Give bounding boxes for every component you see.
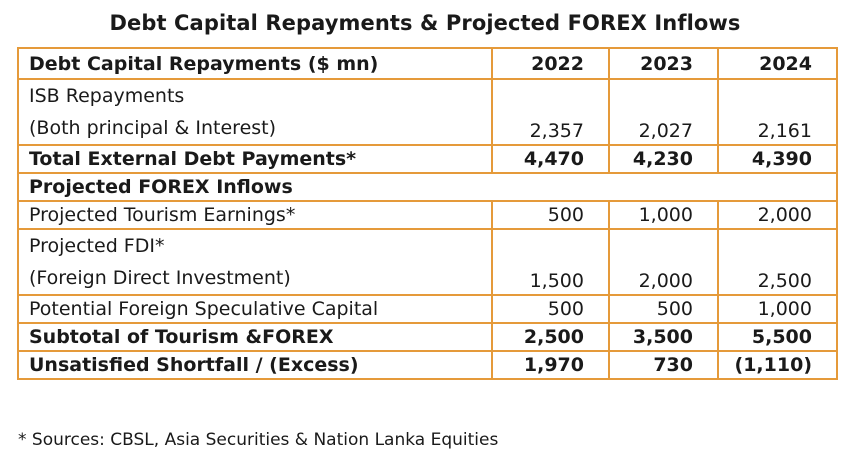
cell-value: 4,470 <box>491 144 610 174</box>
cell-value: 3,500 <box>608 322 719 352</box>
row-label: Unsatisfied Shortfall / (Excess) <box>17 350 493 380</box>
debt-forex-table: Debt Capital Repayments ($ mn) 2022 2023… <box>17 47 838 380</box>
row-label: Projected Tourism Earnings* <box>17 200 493 230</box>
table-row-tourism: Projected Tourism Earnings* 500 1,000 2,… <box>17 200 838 230</box>
header-year-2024: 2024 <box>717 47 838 80</box>
table-row-isb-repayments: ISB Repayments (Both principal & Interes… <box>17 78 838 146</box>
table-row-subtotal: Subtotal of Tourism &FOREX 2,500 3,500 5… <box>17 322 838 352</box>
table-row-fdi: Projected FDI* (Foreign Direct Investmen… <box>17 228 838 296</box>
table-row-shortfall: Unsatisfied Shortfall / (Excess) 1,970 7… <box>17 350 838 380</box>
cell-value: (1,110) <box>717 350 838 380</box>
row-label-line1: ISB Repayments <box>29 85 185 107</box>
row-label-line2: (Both principal & Interest) <box>29 117 277 139</box>
table-title: Debt Capital Repayments & Projected FORE… <box>109 11 741 35</box>
cell-value: 2,500 <box>717 228 838 296</box>
cell-value: 1,970 <box>491 350 610 380</box>
header-year-2022: 2022 <box>491 47 610 80</box>
cell-value: 2,500 <box>491 322 610 352</box>
row-label: Potential Foreign Speculative Capital <box>17 294 493 324</box>
cell-value: 4,230 <box>608 144 719 174</box>
cell-value: 2,000 <box>608 228 719 296</box>
row-label-line1: Projected FDI* <box>29 235 165 257</box>
row-label: ISB Repayments (Both principal & Interes… <box>17 78 493 146</box>
cell-value: 2,000 <box>717 200 838 230</box>
table-row-total-external-debt: Total External Debt Payments* 4,470 4,23… <box>17 144 838 174</box>
table-row-speculative-capital: Potential Foreign Speculative Capital 50… <box>17 294 838 324</box>
cell-value: 2,357 <box>491 78 610 146</box>
cell-value: 1,000 <box>608 200 719 230</box>
section-label: Projected FOREX Inflows <box>17 172 838 202</box>
header-row: Debt Capital Repayments ($ mn) 2022 2023… <box>17 47 838 80</box>
cell-value: 2,161 <box>717 78 838 146</box>
cell-value: 2,027 <box>608 78 719 146</box>
cell-value: 1,500 <box>491 228 610 296</box>
cell-value: 500 <box>608 294 719 324</box>
cell-value: 1,000 <box>717 294 838 324</box>
row-label-line2: (Foreign Direct Investment) <box>29 267 291 289</box>
cell-value: 500 <box>491 200 610 230</box>
cell-value: 5,500 <box>717 322 838 352</box>
cell-value: 500 <box>491 294 610 324</box>
header-label: Debt Capital Repayments ($ mn) <box>17 47 493 80</box>
cell-value: 4,390 <box>717 144 838 174</box>
section-row-projected-forex: Projected FOREX Inflows <box>17 172 838 202</box>
row-label: Total External Debt Payments* <box>17 144 493 174</box>
sources-footnote: * Sources: CBSL, Asia Securities & Natio… <box>18 430 499 450</box>
row-label: Subtotal of Tourism &FOREX <box>17 322 493 352</box>
row-label: Projected FDI* (Foreign Direct Investmen… <box>17 228 493 296</box>
header-year-2023: 2023 <box>608 47 719 80</box>
cell-value: 730 <box>608 350 719 380</box>
